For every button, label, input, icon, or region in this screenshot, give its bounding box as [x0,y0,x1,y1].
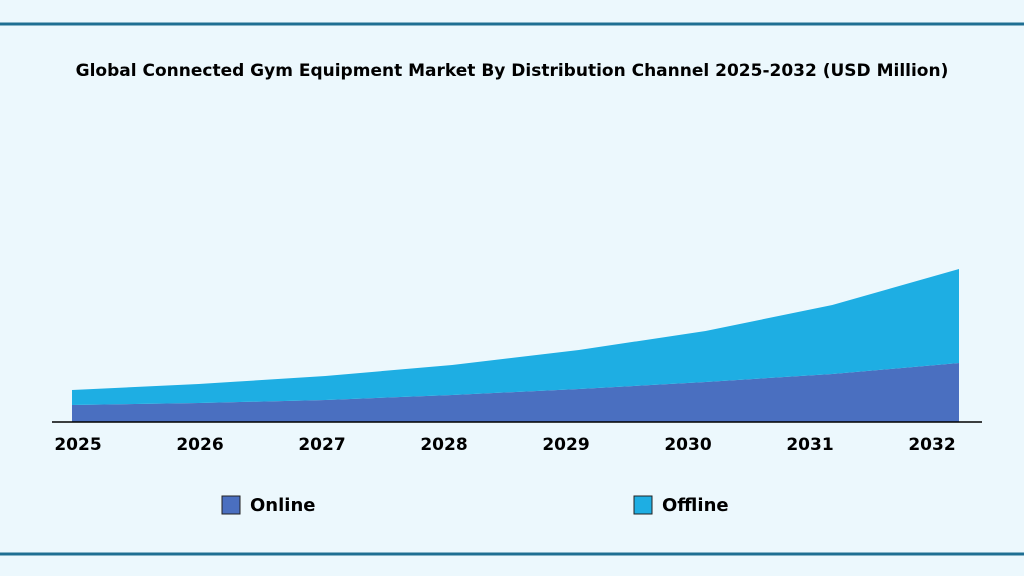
area [72,363,959,422]
area [72,269,959,405]
legend-label: Offline [662,495,729,516]
x-tick-label: 2025 [54,435,101,455]
chart-title: Global Connected Gym Equipment Market By… [76,61,949,81]
x-tick-label: 2027 [298,435,345,455]
x-tick-label: 2028 [420,435,467,455]
x-tick-label: 2026 [176,435,223,455]
legend-label: Online [250,495,315,516]
x-tick-label: 2030 [664,435,711,455]
legend-swatch [633,495,653,515]
x-tick-label: 2029 [542,435,589,455]
x-tick-label: 2031 [786,435,833,455]
legend-swatch [221,495,241,515]
x-tick-label: 2032 [908,435,955,455]
